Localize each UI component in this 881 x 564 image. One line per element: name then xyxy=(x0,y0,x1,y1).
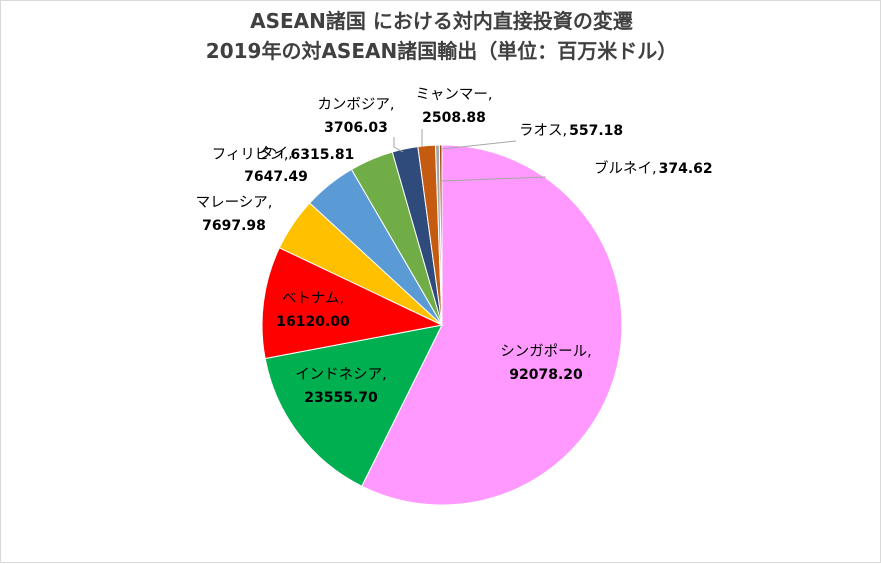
chart-title: ASEAN諸国 における対内直接投資の変遷 xyxy=(250,9,633,33)
leader-line-10 xyxy=(441,176,547,182)
data-label-value-1: 92078.20 xyxy=(509,367,583,383)
chart-subtitle: 2019年の対ASEAN諸国輸出（単位：百万米ドル） xyxy=(205,39,678,63)
data-label-9: ラオス, 557.18 xyxy=(519,123,623,139)
data-label-category-1: シンガポール, xyxy=(500,343,592,360)
data-label-value-2: 23555.70 xyxy=(304,390,378,406)
pie-slice-2 xyxy=(264,324,443,487)
pie-slice-1 xyxy=(361,144,623,506)
pie-slice-10 xyxy=(438,144,443,326)
leader-line-7 xyxy=(393,137,404,153)
data-label-value-3: 16120.00 xyxy=(276,314,350,330)
data-label-value-7: 3706.03 xyxy=(324,120,388,136)
data-label-10: ブルネイ, 374.62 xyxy=(594,159,713,177)
data-label-value-5: 7647.49 xyxy=(244,169,308,185)
pie-slice-3 xyxy=(261,247,444,360)
data-label-value-4: 7697.98 xyxy=(202,218,266,234)
data-label-category-2: インドネシア, xyxy=(295,366,387,383)
leader-line-9 xyxy=(441,140,517,150)
data-label-category-3: ベトナム, xyxy=(282,291,344,307)
data-label-category-8: ミャンマー, xyxy=(415,87,492,103)
data-label-category-5: タイ, xyxy=(259,145,293,162)
data-label-6: フィリピン, 6315.81 xyxy=(212,146,355,163)
data-label-category-4: マレーシア, xyxy=(196,195,273,211)
data-label-category-7: カンボジア, xyxy=(317,96,394,113)
data-label-value-8: 2508.88 xyxy=(422,110,486,126)
